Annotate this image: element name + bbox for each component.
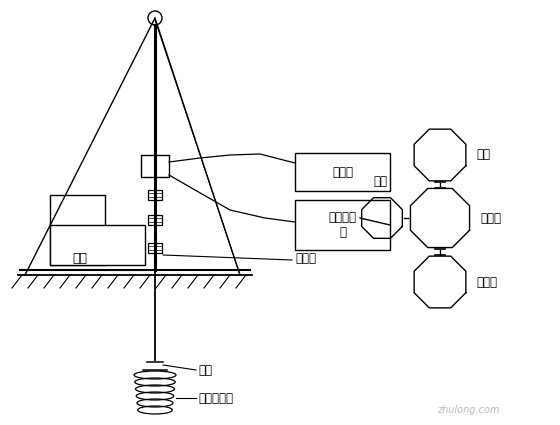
Text: zhulong.com: zhulong.com <box>437 405 500 415</box>
Bar <box>148 243 162 253</box>
Text: 搅拌机: 搅拌机 <box>480 212 501 224</box>
Bar <box>50 225 145 265</box>
Text: 水箱: 水箱 <box>476 148 490 162</box>
Bar <box>295 200 390 250</box>
Bar <box>295 153 390 191</box>
Bar <box>148 215 162 225</box>
Text: 水泥仓: 水泥仓 <box>476 275 497 289</box>
Text: 旋喷固结体: 旋喷固结体 <box>198 391 233 405</box>
Text: 钻机: 钻机 <box>72 252 87 264</box>
Bar <box>141 155 169 177</box>
Bar <box>148 190 162 200</box>
Text: 注浆管: 注浆管 <box>295 252 316 264</box>
Text: 高压泥浆
泵: 高压泥浆 泵 <box>329 211 357 239</box>
Text: 空压机: 空压机 <box>332 165 353 178</box>
Text: 喷头: 喷头 <box>198 363 212 377</box>
Text: 浆桶: 浆桶 <box>373 175 387 188</box>
Bar <box>50 195 105 265</box>
